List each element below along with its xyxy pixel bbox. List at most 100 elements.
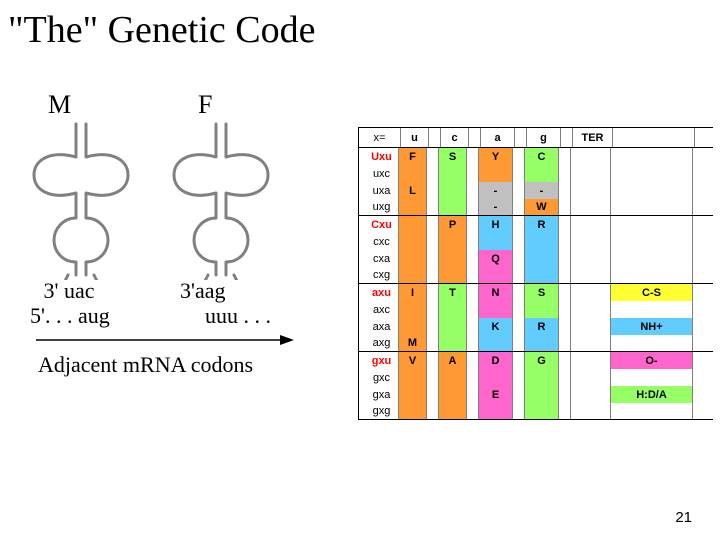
table-row: gxuVADGO- [359,352,713,369]
codon-label: axc [359,301,399,318]
ter-cell [571,352,611,369]
ter-cell [571,250,611,267]
spacer [427,182,439,199]
codon-label: axg [359,335,399,351]
spacer [467,318,479,335]
spacer [559,284,571,301]
spacer [559,267,571,283]
spacer [427,250,439,267]
spacer [513,267,525,283]
spacer [467,369,479,386]
aa-cell: A [439,352,467,369]
ter-cell [571,165,611,182]
spacer [559,148,571,165]
spacer [467,301,479,318]
table-row: cxc [359,233,713,250]
spacer [559,301,571,318]
spacer [427,352,439,369]
ter-cell [571,182,611,199]
aa-cell [439,182,467,199]
side-label [611,335,693,351]
codon-label: gxc [359,369,399,386]
spacer [513,182,525,199]
spacer [513,284,525,301]
table-header-cell [613,128,695,147]
codon-label: axu [359,284,399,301]
aa-cell [439,233,467,250]
side-label [611,199,693,215]
aa-cell [479,267,513,283]
side-label: O- [611,352,693,369]
aa-cell [399,318,427,335]
table-row: gxaEH:D/A [359,386,713,403]
aa-cell: E [479,386,513,403]
aa-cell [479,403,513,419]
table-row: axgM [359,335,713,352]
codon-label: cxg [359,267,399,283]
aa-cell [439,301,467,318]
codon-label: Uxu [359,148,399,165]
spacer [427,267,439,283]
spacer [559,216,571,233]
aa-cell: M [399,335,427,351]
spacer [467,386,479,403]
spacer [513,233,525,250]
anticodon-2-top: 3'aag [180,278,226,304]
spacer [467,403,479,419]
spacer [467,284,479,301]
table-header-cell: x= [359,128,401,147]
aa-cell: - [479,182,513,199]
spacer [467,250,479,267]
spacer [513,318,525,335]
spacer [513,369,525,386]
aa-cell [439,199,467,215]
table-row: gxg [359,403,713,420]
anticodon-2-bot: uuu . . . [205,303,271,329]
aa-cell [525,386,559,403]
anticodon-1-bot: 5'. . . aug [30,303,110,329]
mrna-caption: Adjacent mRNA codons [38,352,253,378]
trna-svg [30,120,320,280]
aa-cell [399,250,427,267]
aa-cell [525,403,559,419]
aa-cell [479,301,513,318]
spacer [427,233,439,250]
ter-cell [571,284,611,301]
aa-cell [439,386,467,403]
spacer [559,335,571,351]
spacer [559,182,571,199]
spacer [559,199,571,215]
aa-cell [439,165,467,182]
codon-table: x=ucagTERUxuFSYCuxcuxaL--uxg-WCxuPHRcxcc… [358,127,713,420]
aa-cell [479,165,513,182]
ter-cell [571,386,611,403]
aa-cell [525,165,559,182]
page-number: 21 [675,509,692,526]
side-label [611,148,693,165]
codon-label: uxc [359,165,399,182]
spacer [559,369,571,386]
spacer [559,403,571,419]
ter-cell [571,267,611,283]
aa-cell: D [479,352,513,369]
aa-cell [439,250,467,267]
aa-cell: N [479,284,513,301]
side-label [611,301,693,318]
spacer [559,250,571,267]
ter-cell [571,318,611,335]
aa-cell: L [399,182,427,199]
aa-cell [525,267,559,283]
label-m: M [48,90,71,120]
spacer [513,301,525,318]
codon-label: uxg [359,199,399,215]
ter-cell [571,216,611,233]
spacer [427,335,439,351]
table-row: axc [359,301,713,318]
table-row: axaKRNH+ [359,318,713,335]
ter-cell [571,335,611,351]
side-label [611,403,693,419]
spacer [427,165,439,182]
spacer [513,250,525,267]
aa-cell: T [439,284,467,301]
codon-label: cxa [359,250,399,267]
